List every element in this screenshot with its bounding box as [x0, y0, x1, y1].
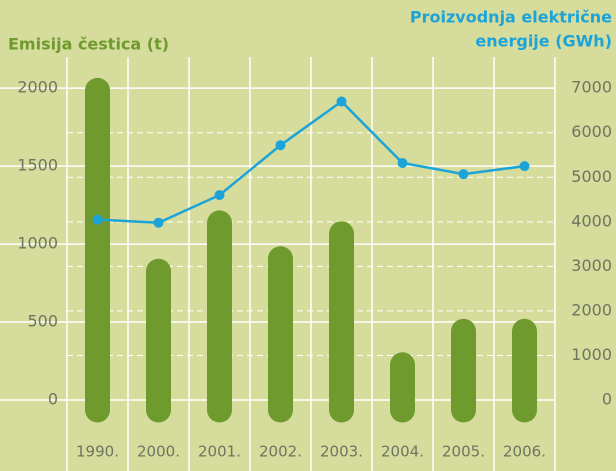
y-axis-title: Emisija čestica (t) [8, 35, 169, 54]
line-point [92, 214, 103, 225]
bar [451, 318, 476, 423]
y2-tick-label: 6000 [571, 122, 612, 141]
y2-tick-label: 0 [602, 390, 612, 409]
x-tick-label: 2001. [198, 443, 241, 461]
x-tick-label: 2004. [381, 443, 424, 461]
y-tick-label: 500 [27, 312, 58, 331]
x-tick-label: 1990. [76, 443, 119, 461]
line-point [336, 96, 347, 107]
bar [268, 246, 293, 423]
x-tick-label: 2000. [137, 443, 180, 461]
y2-tick-label: 3000 [571, 256, 612, 275]
y-tick-label: 2000 [17, 78, 58, 97]
y-tick-label: 1000 [17, 234, 58, 253]
y-tick-label: 0 [48, 390, 58, 409]
y2-tick-label: 4000 [571, 211, 612, 230]
y2-tick-label: 1000 [571, 345, 612, 364]
bar [329, 221, 354, 423]
line-point [275, 140, 286, 151]
bar [146, 258, 171, 423]
y-tick-label: 1500 [17, 156, 58, 175]
y2-axis-title: Proizvodnja električne [410, 8, 612, 27]
line-point [458, 169, 469, 180]
line-point [397, 158, 408, 169]
bar [85, 77, 110, 423]
bar [207, 210, 232, 423]
bar [390, 352, 415, 423]
line-point [214, 190, 225, 201]
y2-axis-title: energije (GWh) [475, 32, 612, 51]
x-tick-label: 2003. [320, 443, 363, 461]
x-tick-label: 2005. [442, 443, 485, 461]
x-tick-label: 2006. [503, 443, 546, 461]
line-point [519, 161, 530, 172]
x-tick-label: 2002. [259, 443, 302, 461]
y2-tick-label: 2000 [571, 300, 612, 319]
line [97, 99, 525, 224]
bar [512, 318, 537, 423]
y2-tick-label: 7000 [571, 78, 612, 97]
y2-tick-label: 5000 [571, 167, 612, 186]
line-point [153, 217, 164, 228]
